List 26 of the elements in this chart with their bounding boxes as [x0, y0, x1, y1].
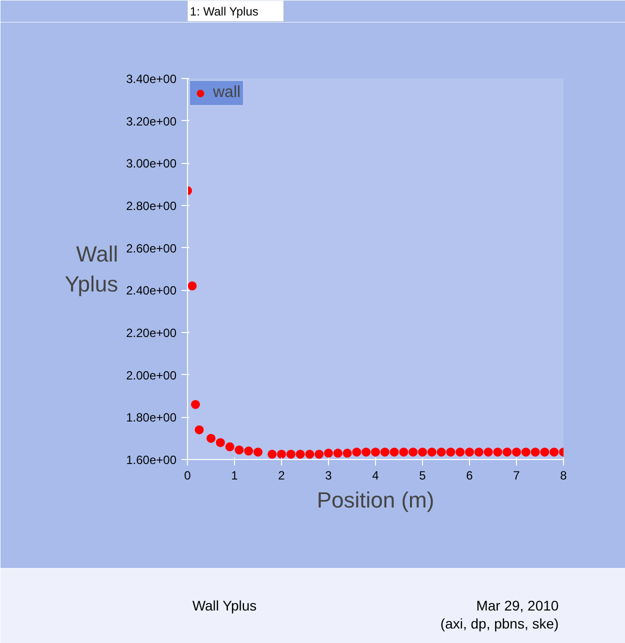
x-tick-label: 6: [466, 468, 474, 482]
y-tick-label: 3.40e+00: [126, 72, 177, 86]
text: (axi, dp, pbns, ske): [440, 616, 559, 632]
x-tick-label: 1: [231, 468, 238, 482]
y-tick-label: 2.40e+00: [126, 284, 177, 298]
x-axis-title: Position (m): [316, 488, 434, 512]
text: Mar 29, 2010: [476, 598, 559, 614]
y-tick-label: 2.60e+00: [126, 241, 177, 256]
x-tick-label: 7: [513, 468, 520, 482]
x-tick-label: 8: [560, 468, 568, 482]
y-tick-label: 3.20e+00: [126, 114, 177, 128]
text: 1: Wall Yplus: [190, 4, 258, 18]
y-tick-label: 3.00e+00: [126, 156, 177, 171]
x-tick-label: 4: [372, 468, 380, 482]
y-tick-label: 2.00e+00: [126, 368, 177, 382]
y-tick-label: 1.80e+00: [126, 410, 177, 425]
x-tick-label: 3: [325, 468, 332, 482]
x-tick-label: 2: [278, 468, 286, 482]
x-tick-label: 5: [419, 468, 426, 482]
y-tick-label: 2.20e+00: [126, 326, 177, 340]
text: Wall Yplus: [192, 598, 257, 614]
legend-label: wall: [213, 84, 241, 102]
y-tick-label: 1.60e+00: [126, 453, 177, 467]
y-tick-label: 2.80e+00: [126, 199, 177, 213]
y-axis-title: Wall Yplus: [64, 242, 118, 296]
x-tick-label: 0: [184, 468, 192, 482]
